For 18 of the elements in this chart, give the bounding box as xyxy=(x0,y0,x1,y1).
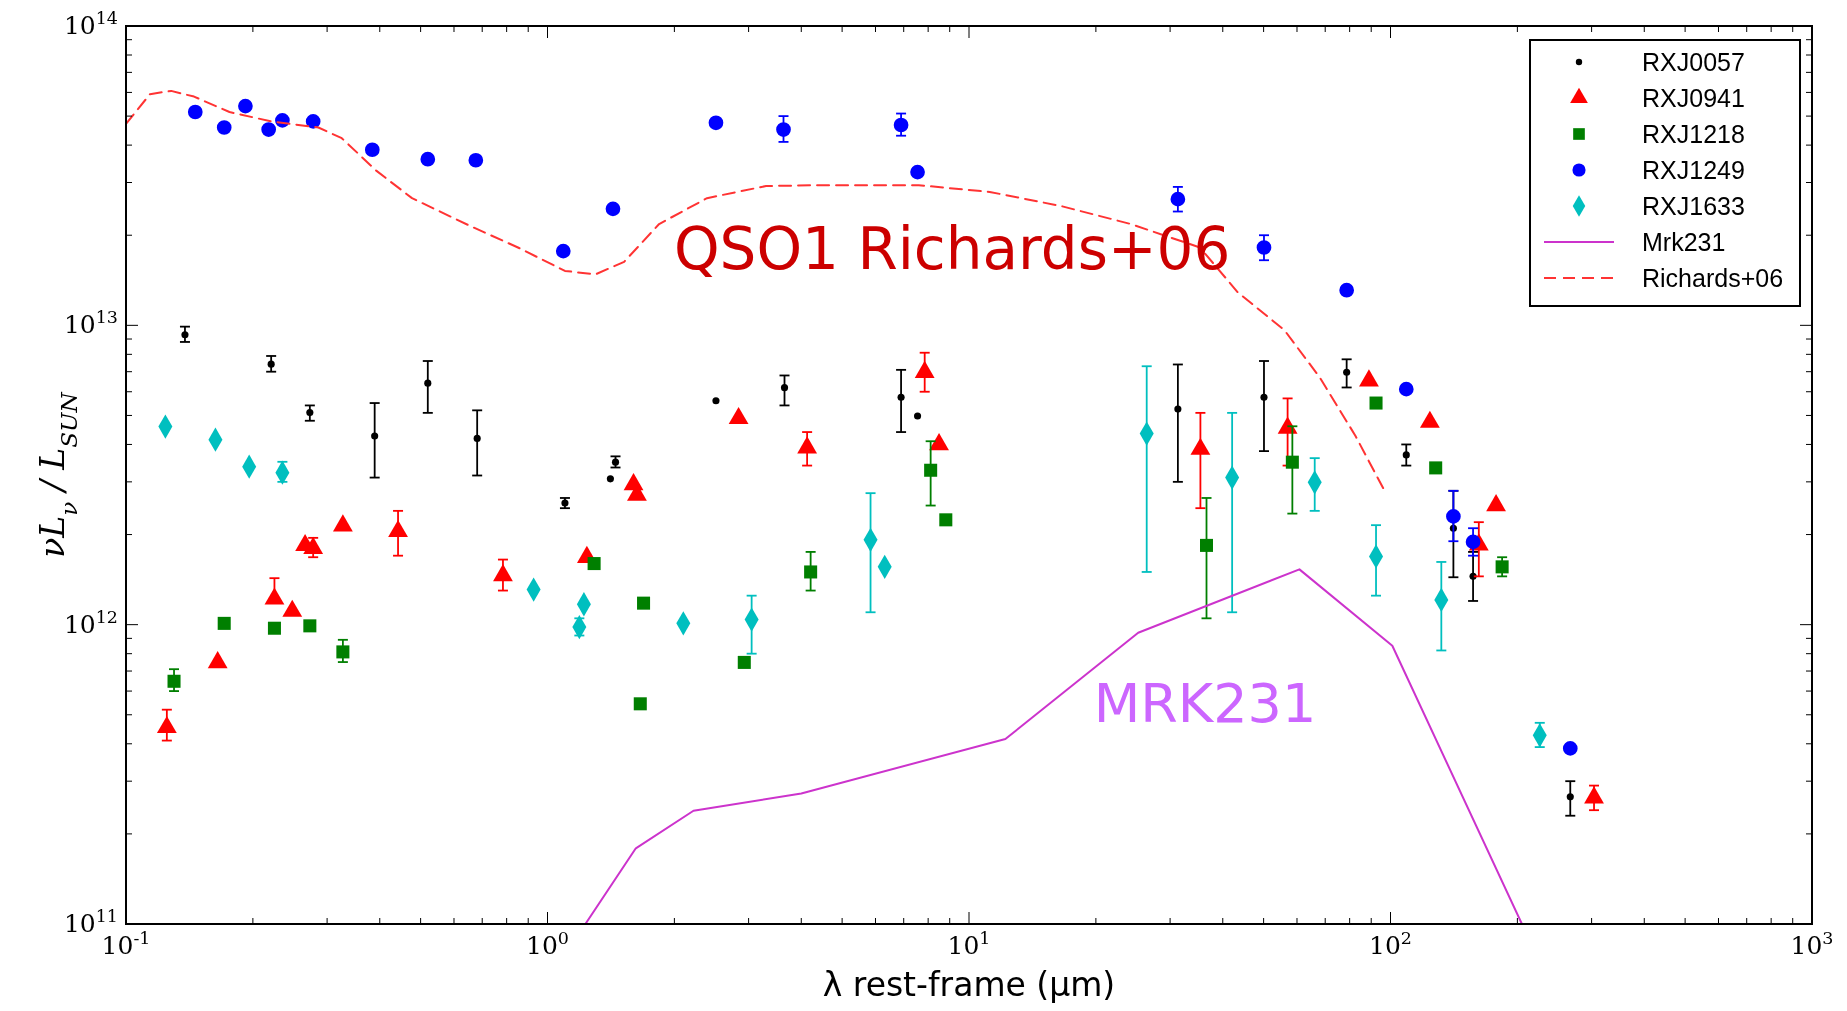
x-tick-label: 10$^{-1}$ xyxy=(101,928,151,960)
annotation: QSO1 Richards+06 xyxy=(673,215,1231,284)
legend-label: RXJ1633 xyxy=(1642,192,1745,220)
x-tick-label: 10$^{1}$ xyxy=(947,928,991,960)
x-tick-label: 10$^{2}$ xyxy=(1369,928,1412,960)
annotation: MRK231 xyxy=(1093,671,1317,735)
legend-label: RXJ1218 xyxy=(1642,120,1745,148)
y-tick-label: 10$^{13}$ xyxy=(63,307,118,340)
legend-label: RXJ0941 xyxy=(1642,84,1745,112)
x-tick-label: 10$^{0}$ xyxy=(526,928,569,960)
x-axis-title: λ rest-frame (μm) xyxy=(822,965,1116,1004)
legend-label: RXJ1249 xyxy=(1642,156,1745,184)
legend-label: Mrk231 xyxy=(1642,228,1726,256)
legend-label: RXJ0057 xyxy=(1642,48,1745,76)
y-tick-label: 10$^{12}$ xyxy=(63,606,118,639)
x-tick-label: 10$^{3}$ xyxy=(1790,928,1834,960)
legend-label: Richards+06 xyxy=(1642,264,1784,292)
y-tick-label: 10$^{14}$ xyxy=(63,8,118,40)
